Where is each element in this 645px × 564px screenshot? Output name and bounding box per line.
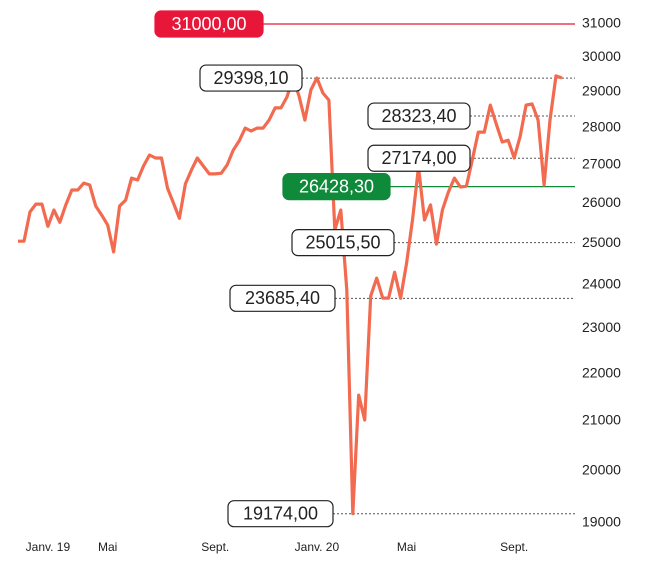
y-tick-label: 28000 <box>582 118 621 134</box>
x-tick-label: Sept. <box>500 540 528 554</box>
y-tick-label: 31000 <box>582 15 621 31</box>
annotation-box <box>154 10 264 38</box>
x-tick-label: Janv. 20 <box>295 540 340 554</box>
annotation-box <box>367 102 471 130</box>
y-tick-label: 30000 <box>582 48 621 64</box>
y-tick-label: 21000 <box>582 412 621 428</box>
annotation-box <box>227 500 334 528</box>
annotation-box <box>199 64 303 92</box>
y-tick-label: 20000 <box>582 461 621 477</box>
annotation-label: 29398,10 <box>213 68 288 88</box>
y-tick-label: 22000 <box>582 364 621 380</box>
annotation-label: 27174,00 <box>381 148 456 168</box>
annotation-box <box>367 144 471 172</box>
y-tick-label: 24000 <box>582 276 621 292</box>
y-tick-label: 19000 <box>582 514 621 530</box>
annotation-label: 28323,40 <box>381 106 456 126</box>
x-tick-label: Sept. <box>201 540 229 554</box>
x-tick-label: Mai <box>397 540 416 554</box>
y-tick-label: 23000 <box>582 319 621 335</box>
annotation-box <box>282 173 391 201</box>
annotation-label: 25015,50 <box>305 232 380 252</box>
y-tick-label: 25000 <box>582 234 621 250</box>
x-tick-label: Janv. 19 <box>26 540 71 554</box>
annotation-box <box>291 229 395 257</box>
annotation-label: 23685,40 <box>245 288 320 308</box>
annotation-box <box>229 284 336 312</box>
annotation-label: 19174,00 <box>243 503 318 523</box>
annotation-label: 26428,30 <box>299 176 374 196</box>
y-tick-label: 27000 <box>582 156 621 172</box>
annotation-label: 31000,00 <box>171 14 246 34</box>
y-tick-label: 29000 <box>582 83 621 99</box>
y-tick-label: 26000 <box>582 194 621 210</box>
x-tick-label: Mai <box>98 540 117 554</box>
